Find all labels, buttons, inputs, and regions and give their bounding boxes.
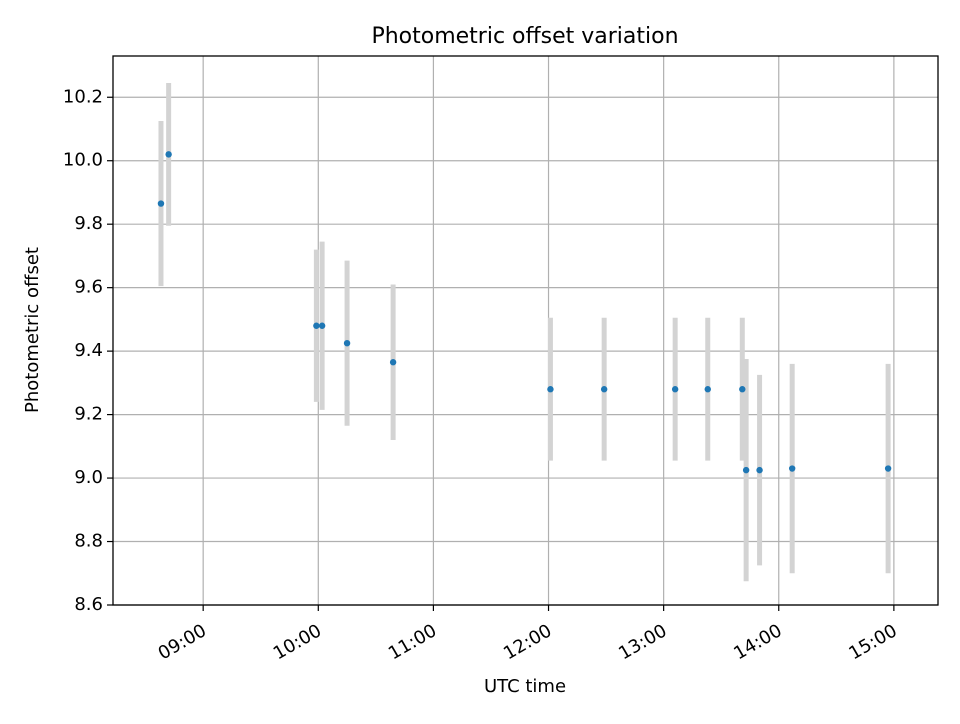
x-tick-label: 09:00 — [155, 620, 210, 664]
data-point — [547, 386, 554, 393]
plot-frame — [112, 55, 939, 606]
y-tick-label: 9.2 — [74, 404, 103, 425]
data-point — [756, 466, 763, 474]
x-tick-label: 12:00 — [500, 620, 555, 664]
x-tick-label: 14:00 — [730, 620, 785, 664]
y-tick-label: 10.0 — [63, 150, 103, 171]
y-tick-label: 10.2 — [63, 86, 103, 107]
data-point — [165, 151, 172, 158]
grid-lines — [113, 56, 938, 606]
y-tick-label: 9.0 — [74, 467, 103, 488]
data-point — [389, 359, 397, 366]
y-tick-label: 9.8 — [74, 213, 103, 234]
data-point — [157, 200, 165, 207]
data-point — [318, 322, 326, 329]
x-tick-label: 10:00 — [270, 620, 325, 664]
data-point — [704, 386, 711, 393]
chart-title: Photometric offset variation — [371, 24, 678, 49]
y-tick-label: 9.6 — [74, 277, 103, 298]
data-point — [671, 386, 679, 393]
data-point — [313, 322, 320, 329]
y-tick-label: 8.6 — [74, 594, 103, 615]
y-tick-label: 8.8 — [74, 531, 103, 552]
y-axis-label: Photometric offset — [22, 247, 43, 413]
x-tick-label: 13:00 — [615, 620, 670, 664]
data-point — [600, 386, 608, 393]
data-point — [788, 465, 796, 472]
x-tick-label: 15:00 — [845, 620, 900, 664]
x-axis-label: UTC time — [484, 676, 566, 697]
data-point — [739, 386, 746, 393]
data-points — [157, 151, 892, 474]
y-axis-ticks: 8.6 8.8 9.0 9.2 9.4 9.6 9.8 10.0 10.2 — [63, 86, 113, 615]
data-point — [343, 339, 351, 347]
x-axis-ticks: 09:00 10:00 11:00 12:00 13:00 14:00 15:00 — [155, 605, 901, 664]
x-tick-label: 11:00 — [385, 620, 440, 664]
data-point — [742, 466, 750, 474]
y-tick-label: 9.4 — [74, 340, 103, 361]
data-point — [884, 465, 892, 472]
